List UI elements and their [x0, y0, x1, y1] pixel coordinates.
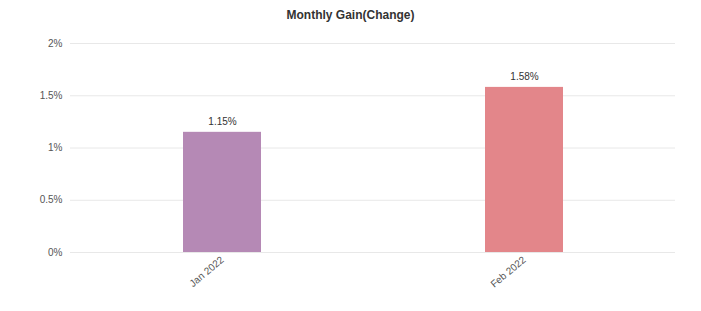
svg-text:Jan 2022: Jan 2022: [187, 254, 226, 289]
svg-text:2%: 2%: [48, 38, 63, 49]
svg-text:1%: 1%: [48, 142, 63, 153]
svg-text:1.15%: 1.15%: [208, 116, 236, 127]
html-text:Monthly Gain(Change): Monthly Gain(Change): [286, 8, 415, 22]
svg-text:Feb 2022: Feb 2022: [488, 254, 528, 290]
svg-text:0%: 0%: [48, 247, 63, 258]
svg-text:1.58%: 1.58%: [510, 71, 538, 82]
svg-text:1.5%: 1.5%: [40, 90, 63, 101]
svg-text:0.5%: 0.5%: [40, 194, 63, 205]
